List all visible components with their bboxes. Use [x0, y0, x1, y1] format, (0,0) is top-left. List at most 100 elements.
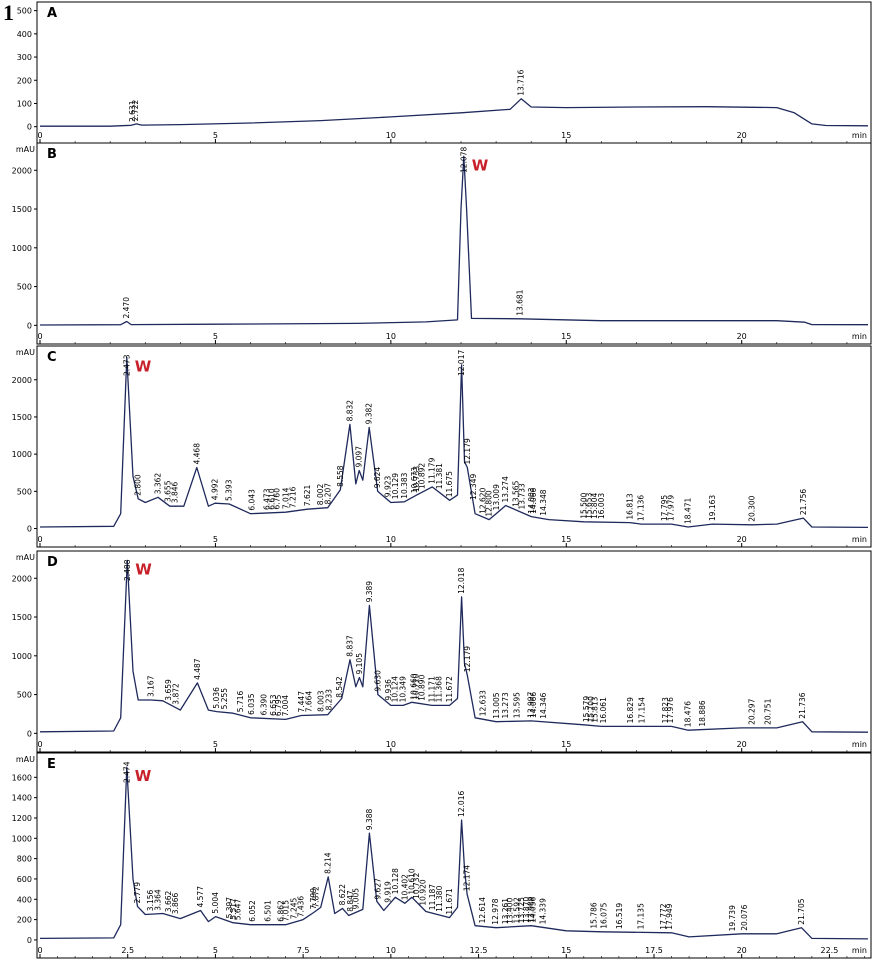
peak-label: 3.364	[154, 889, 163, 911]
peak-label: 2.631	[128, 100, 137, 122]
y-tick-label: 300	[17, 53, 32, 62]
peak-label: 9.389	[365, 581, 374, 603]
peak-label: 6.052	[248, 900, 257, 922]
peak-label: 11.171	[427, 676, 436, 702]
peak-label: 14.003	[527, 487, 536, 513]
peak-label: 8.837	[346, 635, 355, 657]
peak-label: 14.066	[529, 488, 538, 514]
peak-label: 2.488	[123, 559, 132, 581]
peak-label: 7.004	[281, 695, 290, 717]
peak-label: 15.579	[582, 696, 591, 722]
peak-label: 18.886	[698, 700, 707, 726]
peak-label: 19.163	[708, 495, 717, 521]
y-tick-label: 0	[27, 123, 32, 132]
peak-label: 17.979	[666, 495, 675, 521]
peak-label: 8.002	[316, 484, 325, 506]
peak-label: 13.681	[516, 289, 525, 315]
peak-label: 13.005	[492, 692, 501, 718]
y-tick-label: 600	[17, 875, 32, 884]
x-tick-label: 5	[213, 535, 218, 544]
figure-label: 1	[3, 0, 14, 25]
peak-label: 10.128	[391, 868, 400, 894]
peak-label: 9.097	[355, 446, 364, 468]
peak-label: 6.043	[248, 489, 257, 511]
peak-label: 10.732	[412, 872, 421, 898]
peak-label: 8.003	[316, 690, 325, 712]
x-tick-label: 0	[37, 332, 42, 341]
peak-label: 3.362	[154, 473, 163, 495]
y-tick-label: 0	[27, 729, 32, 738]
peak-label: 6.035	[247, 693, 256, 715]
y-tick-label: 500	[17, 7, 32, 16]
peak-label: 9.005	[351, 888, 360, 910]
panel-frame	[36, 550, 872, 753]
y-tick-label: 2000	[12, 376, 32, 385]
peak-label: 13.997	[527, 691, 536, 717]
peak-label: 12.179	[463, 646, 472, 672]
peak-label: 14.056	[529, 897, 538, 923]
peak-label: 9.936	[384, 679, 393, 701]
panel-letter: A	[47, 6, 57, 21]
y-tick-label: 200	[17, 916, 32, 925]
y-tick-label: 1000	[12, 244, 32, 253]
peak-label: 11.179	[428, 457, 437, 483]
peak-label: 4.577	[196, 886, 205, 908]
peak-label: 11.187	[428, 884, 437, 910]
y-axis-label: mAU	[16, 145, 35, 154]
y-tick-label: 0	[27, 936, 32, 945]
y-tick-label: 100	[17, 99, 32, 108]
x-tick-label: min	[852, 332, 867, 341]
peak-label: 17.795	[660, 495, 669, 521]
peak-label: 6.501	[264, 900, 273, 922]
x-tick-label: min	[852, 946, 867, 955]
compound-w-marker: W	[135, 560, 152, 578]
peak-label: 20.297	[748, 698, 757, 724]
peak-label: 3.866	[171, 893, 180, 915]
x-tick-label: min	[852, 535, 867, 544]
peak-label: 16.003	[597, 493, 606, 519]
peak-label: 7.799	[309, 888, 318, 910]
peak-label: 12.174	[463, 865, 472, 891]
peak-label: 6.610	[267, 488, 276, 510]
peak-label: 5.716	[236, 691, 245, 713]
peak-label: 8.542	[335, 676, 344, 698]
y-tick-label: 1500	[12, 613, 32, 622]
peak-label: 10.733	[412, 466, 421, 492]
x-tick-label: 5	[213, 131, 218, 140]
x-tick-label: 20	[737, 535, 747, 544]
peak-label: 11.380	[435, 885, 444, 911]
peak-label: 9.105	[355, 653, 364, 675]
peak-label: 10.402	[401, 874, 410, 900]
peak-label: 3.655	[164, 480, 173, 502]
peak-label: 13.870	[522, 897, 531, 923]
peak-label: 6.473	[263, 488, 272, 510]
y-tick-label: 0	[27, 525, 32, 534]
peak-label: 13.595	[513, 692, 522, 718]
peak-label: 13.725	[517, 897, 526, 923]
peak-label: 2.473	[122, 354, 131, 376]
y-tick-label: 500	[17, 691, 32, 700]
x-tick-label: 12.5	[470, 946, 488, 955]
peak-label: 9.388	[365, 809, 374, 831]
peak-label: 2.722	[131, 100, 140, 122]
x-tick-label: 10	[386, 740, 396, 749]
x-tick-label: 7.5	[297, 946, 310, 955]
trace-line	[39, 559, 869, 733]
peak-label: 10.349	[399, 676, 408, 702]
x-tick-label: 20	[737, 332, 747, 341]
peak-label: 4.992	[211, 479, 220, 501]
panel-letter: D	[47, 555, 58, 570]
peak-label: 20.076	[740, 904, 749, 930]
x-tick-label: 5	[213, 332, 218, 341]
peak-label: 6.653	[269, 694, 278, 716]
peak-label: 3.156	[146, 890, 155, 912]
panel-frame	[36, 142, 872, 345]
y-tick-label: 1400	[12, 794, 32, 803]
compound-w-marker: W	[472, 156, 489, 174]
peak-label: 13.592	[512, 897, 521, 923]
peak-label: 15.786	[589, 902, 598, 928]
peak-label: 5.036	[212, 687, 221, 709]
peak-label: 4.468	[192, 443, 201, 465]
peak-label: 12.017	[457, 350, 466, 376]
